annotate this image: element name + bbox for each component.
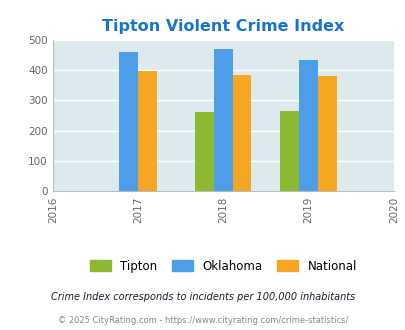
Bar [280,111,298,191]
Bar [138,72,156,191]
Bar [298,60,317,191]
Bar [195,113,213,191]
Bar [119,52,138,191]
Title: Tipton Violent Crime Index: Tipton Violent Crime Index [102,19,343,34]
Text: © 2025 CityRating.com - https://www.cityrating.com/crime-statistics/: © 2025 CityRating.com - https://www.city… [58,315,347,325]
Legend: Tipton, Oklahoma, National: Tipton, Oklahoma, National [85,255,361,278]
Bar [213,49,232,191]
Bar [232,76,251,191]
Bar [317,76,336,191]
Text: Crime Index corresponds to incidents per 100,000 inhabitants: Crime Index corresponds to incidents per… [51,292,354,302]
